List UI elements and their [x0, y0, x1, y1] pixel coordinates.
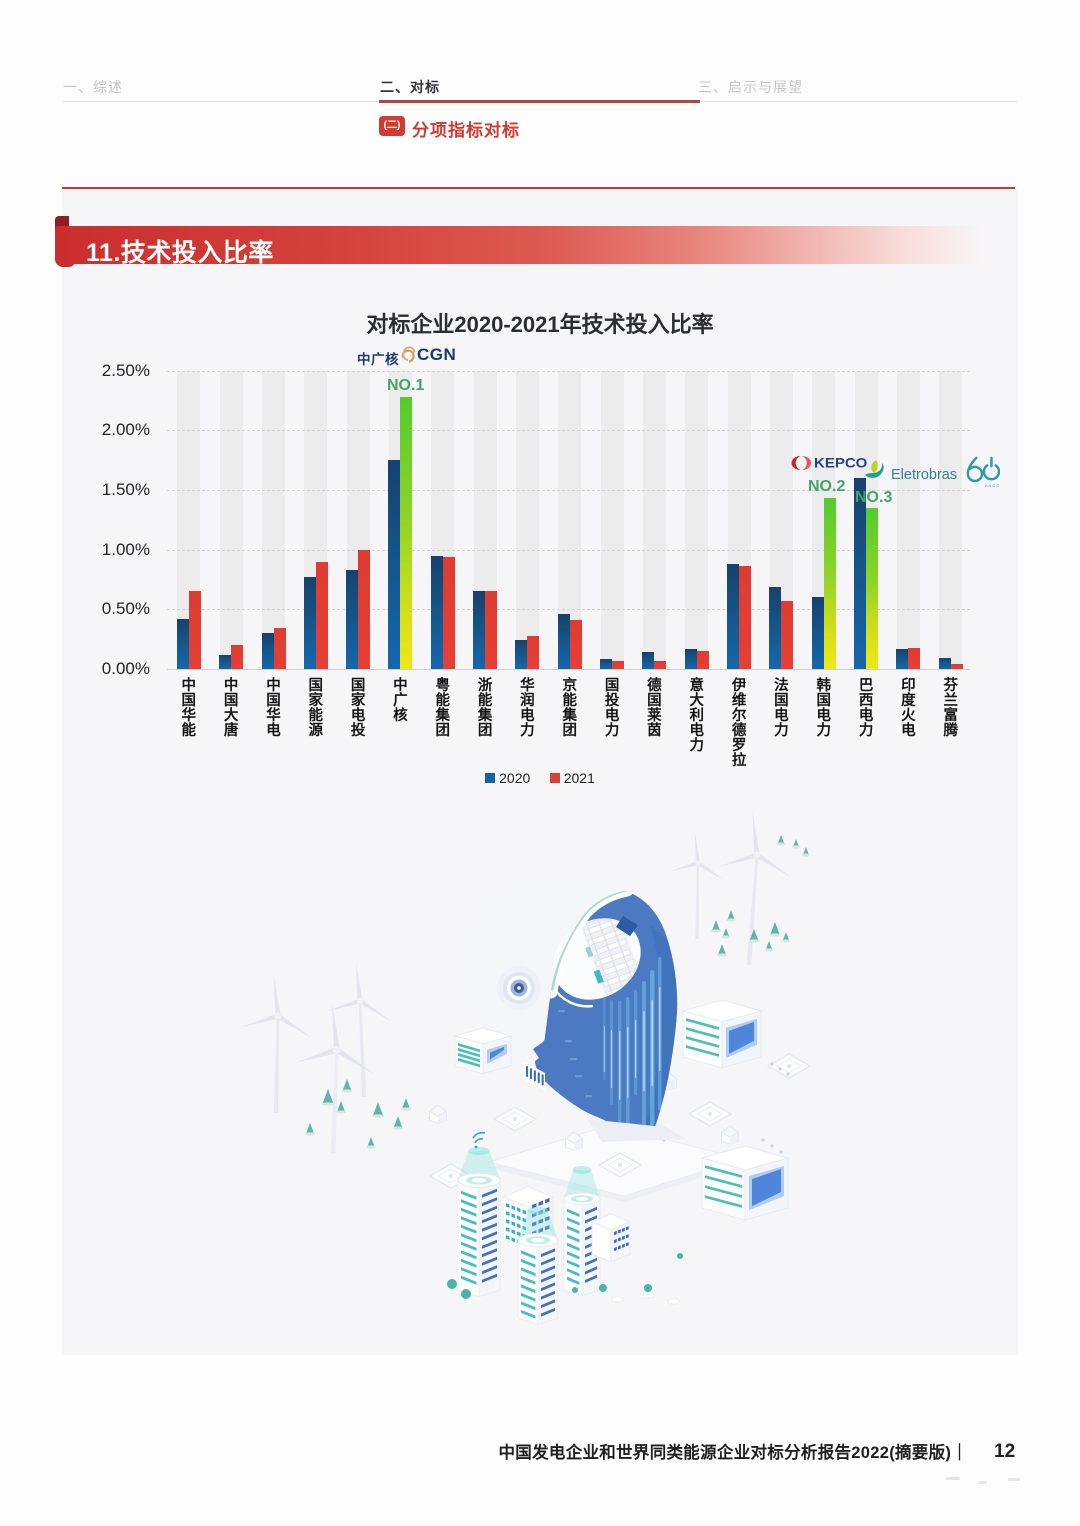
- svg-text:ANOS: ANOS: [985, 484, 1000, 488]
